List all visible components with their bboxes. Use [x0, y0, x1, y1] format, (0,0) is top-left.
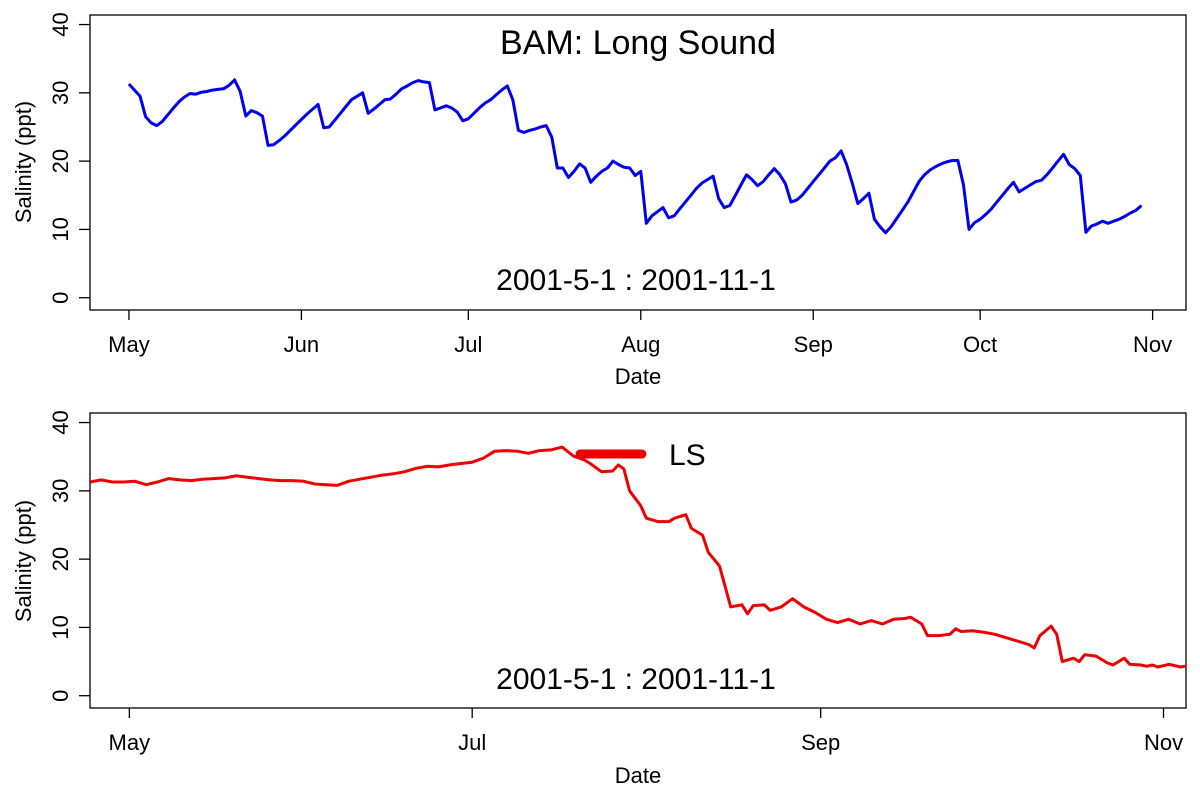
- x-axis-label: Date: [615, 364, 661, 389]
- y-tick-label: 10: [48, 217, 73, 241]
- y-tick-label: 40: [48, 410, 73, 434]
- legend-label: LS: [669, 439, 706, 472]
- x-tick-label: May: [109, 730, 151, 755]
- y-tick-label: 30: [48, 81, 73, 105]
- legend: LS: [575, 439, 706, 472]
- x-tick-label: Jul: [454, 332, 482, 357]
- y-tick-label: 10: [48, 615, 73, 639]
- date-range-annotation: 2001-5-1 : 2001-11-1: [496, 663, 776, 696]
- plot-frame: [89, 14, 1187, 311]
- y-axis-label: Salinity (ppt): [11, 101, 36, 223]
- date-range-annotation: 2001-5-1 : 2001-11-1: [496, 264, 776, 297]
- chart-title: BAM: Long Sound: [500, 24, 776, 62]
- x-tick-label: Jun: [284, 332, 319, 357]
- x-tick-label: Nov: [1144, 730, 1183, 755]
- y-tick-label: 20: [48, 149, 73, 173]
- y-tick-label: 40: [48, 12, 73, 36]
- y-axis-label: Salinity (ppt): [11, 500, 36, 622]
- x-axis: May Jun Jul Aug Sep Oct Nov: [108, 310, 1172, 357]
- x-tick-label: Oct: [963, 332, 997, 357]
- x-axis: May Jul Sep Nov: [109, 708, 1183, 755]
- bottom-panel: 0 10 20 30 40 May Jul Sep Nov 2001-5-1 : 2001-1…: [11, 410, 1187, 788]
- x-tick-label: Nov: [1133, 332, 1172, 357]
- y-axis: 0 10 20 30 40: [48, 12, 90, 304]
- x-tick-label: Jul: [458, 730, 486, 755]
- x-tick-label: Aug: [621, 332, 660, 357]
- x-tick-label: May: [108, 332, 150, 357]
- series-line-red: [90, 445, 1186, 669]
- y-tick-label: 30: [48, 479, 73, 503]
- y-tick-label: 20: [48, 547, 73, 571]
- x-axis-label: Date: [615, 763, 661, 788]
- x-tick-label: Sep: [794, 332, 833, 357]
- y-axis: 0 10 20 30 40: [48, 410, 90, 702]
- y-tick-label: 0: [48, 292, 73, 304]
- top-panel: 0 10 20 30 40 May Jun Jul Aug Sep Oct Nov BAM: Lon…: [11, 12, 1187, 389]
- plot-frame: [89, 412, 1187, 709]
- y-tick-label: 0: [48, 690, 73, 702]
- series-line-blue: [127, 78, 1143, 235]
- x-tick-label: Sep: [801, 730, 840, 755]
